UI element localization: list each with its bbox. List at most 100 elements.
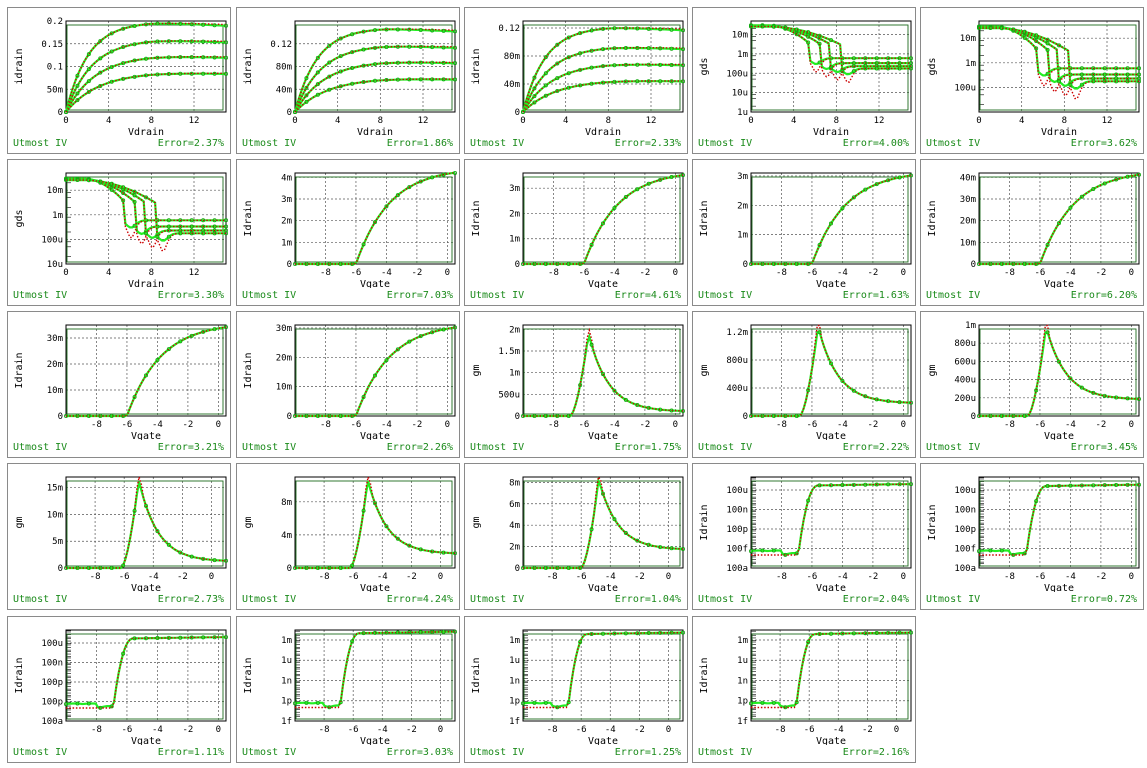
data-point (132, 24, 137, 29)
x-tick-label: 4 (791, 116, 796, 126)
data-point (304, 76, 309, 81)
x-tick-label: -8 (319, 572, 330, 582)
data-point (635, 79, 640, 84)
data-point (121, 190, 126, 195)
data-point (806, 262, 811, 267)
y-tick-label: 10m (732, 31, 748, 41)
x-tick-label: -2 (411, 268, 422, 278)
data-point (407, 27, 412, 32)
data-point (669, 63, 674, 68)
data-point (851, 388, 856, 393)
data-point (1011, 27, 1016, 32)
data-point (223, 218, 228, 223)
y-tick-label: 0 (743, 260, 748, 270)
data-point (327, 705, 332, 710)
data-point (75, 701, 80, 706)
data-point (166, 542, 171, 547)
data-point (589, 65, 594, 70)
data-point (132, 42, 137, 47)
y-tick-label: 0 (515, 564, 520, 574)
data-point (1022, 551, 1027, 556)
data-point (851, 69, 856, 74)
footer-source: Utmost IV (698, 747, 753, 758)
data-point (658, 545, 663, 550)
plot-panel: -8 -6 -4 -2 0 0 500u 1m 1.5m 2m Vgate gm Utmost IV Er… (464, 311, 688, 458)
data-point (315, 82, 320, 87)
data-point (441, 327, 446, 332)
data-point (430, 77, 435, 82)
y-tick-label: 1m (281, 636, 292, 646)
footer-source: Utmost IV (13, 442, 68, 453)
plot-svg: -8 -6 -4 -2 0 0 1m 2m 3m Vgate Idrain (471, 172, 685, 288)
y-tick-label: 200u (954, 394, 976, 404)
data-point (1045, 41, 1050, 46)
series-simulated (523, 475, 684, 569)
x-tick-label: -6 (804, 725, 815, 735)
y-tick-label: 2m (737, 201, 748, 211)
y-tick-label: 2m (509, 325, 520, 335)
data-point (555, 61, 560, 66)
data-point (999, 414, 1004, 419)
data-point (680, 47, 685, 52)
data-point (840, 631, 845, 636)
plot-svg: 0 4 8 12 0 50m 0.1 0.15 0.2 Vdrain idrain (14, 17, 228, 136)
data-point (886, 399, 891, 404)
x-tick-label: -4 (837, 268, 848, 278)
data-point (452, 325, 457, 330)
y-tick-label: 1n (509, 676, 520, 686)
y-tick-label: 5m (52, 537, 63, 547)
series-simulated (65, 56, 226, 113)
data-point (646, 79, 651, 84)
data-point (189, 218, 194, 223)
data-point (407, 77, 412, 82)
x-tick-label: -6 (351, 420, 362, 430)
data-point (178, 21, 183, 26)
plot-panel: -8 -6 -4 -2 0 0 1m 2m 3m Vgate Idrain Utmost IV Erro… (464, 159, 688, 306)
data-point (452, 629, 457, 634)
data-point (189, 635, 194, 640)
data-point (350, 81, 355, 86)
data-point (566, 55, 571, 60)
data-point (143, 40, 148, 45)
footer-error: Error=3.03% (386, 747, 453, 758)
data-point (863, 56, 868, 61)
data-point (623, 79, 628, 84)
data-point (223, 71, 228, 76)
data-point (155, 72, 160, 77)
series-simulated (295, 172, 455, 265)
x-tick-label: -6 (579, 268, 590, 278)
y-axis-label: idrain (243, 48, 254, 84)
x-tick-label: -6 (807, 572, 818, 582)
series-measured (295, 326, 456, 418)
data-point (612, 517, 617, 522)
y-tick-label: 400u (726, 384, 748, 394)
data-point (669, 46, 674, 51)
y-tick-label: 600u (954, 357, 976, 367)
series-simulated (294, 61, 456, 113)
data-point (646, 46, 651, 51)
x-tick-label: -6 (807, 268, 818, 278)
data-point (109, 181, 114, 186)
x-tick-label: -4 (381, 268, 392, 278)
x-tick-label: -2 (867, 420, 878, 430)
data-point (189, 231, 194, 236)
y-tick-label: 1u (509, 656, 520, 666)
plot-frame (750, 172, 912, 265)
data-point (817, 33, 822, 38)
series-measured (751, 174, 912, 266)
footer-error: Error=1.25% (614, 747, 681, 758)
data-point (623, 631, 628, 636)
y-axis-label: gds (927, 57, 938, 75)
data-point (143, 503, 148, 508)
y-tick-label: 10u (47, 260, 63, 270)
data-point (327, 262, 332, 267)
data-point (430, 28, 435, 33)
fit-window (295, 633, 453, 720)
data-point (338, 700, 343, 705)
plot-panel: -8 -6 -4 -2 0 1f 1p 1n 1u 1m Vgate Idrain Utmost IV E… (464, 616, 688, 763)
y-axis-label: Idrain (243, 352, 254, 388)
series-simulated (65, 22, 227, 113)
y-tick-label: 1f (737, 717, 748, 727)
data-point (794, 27, 799, 32)
data-point (64, 414, 69, 419)
